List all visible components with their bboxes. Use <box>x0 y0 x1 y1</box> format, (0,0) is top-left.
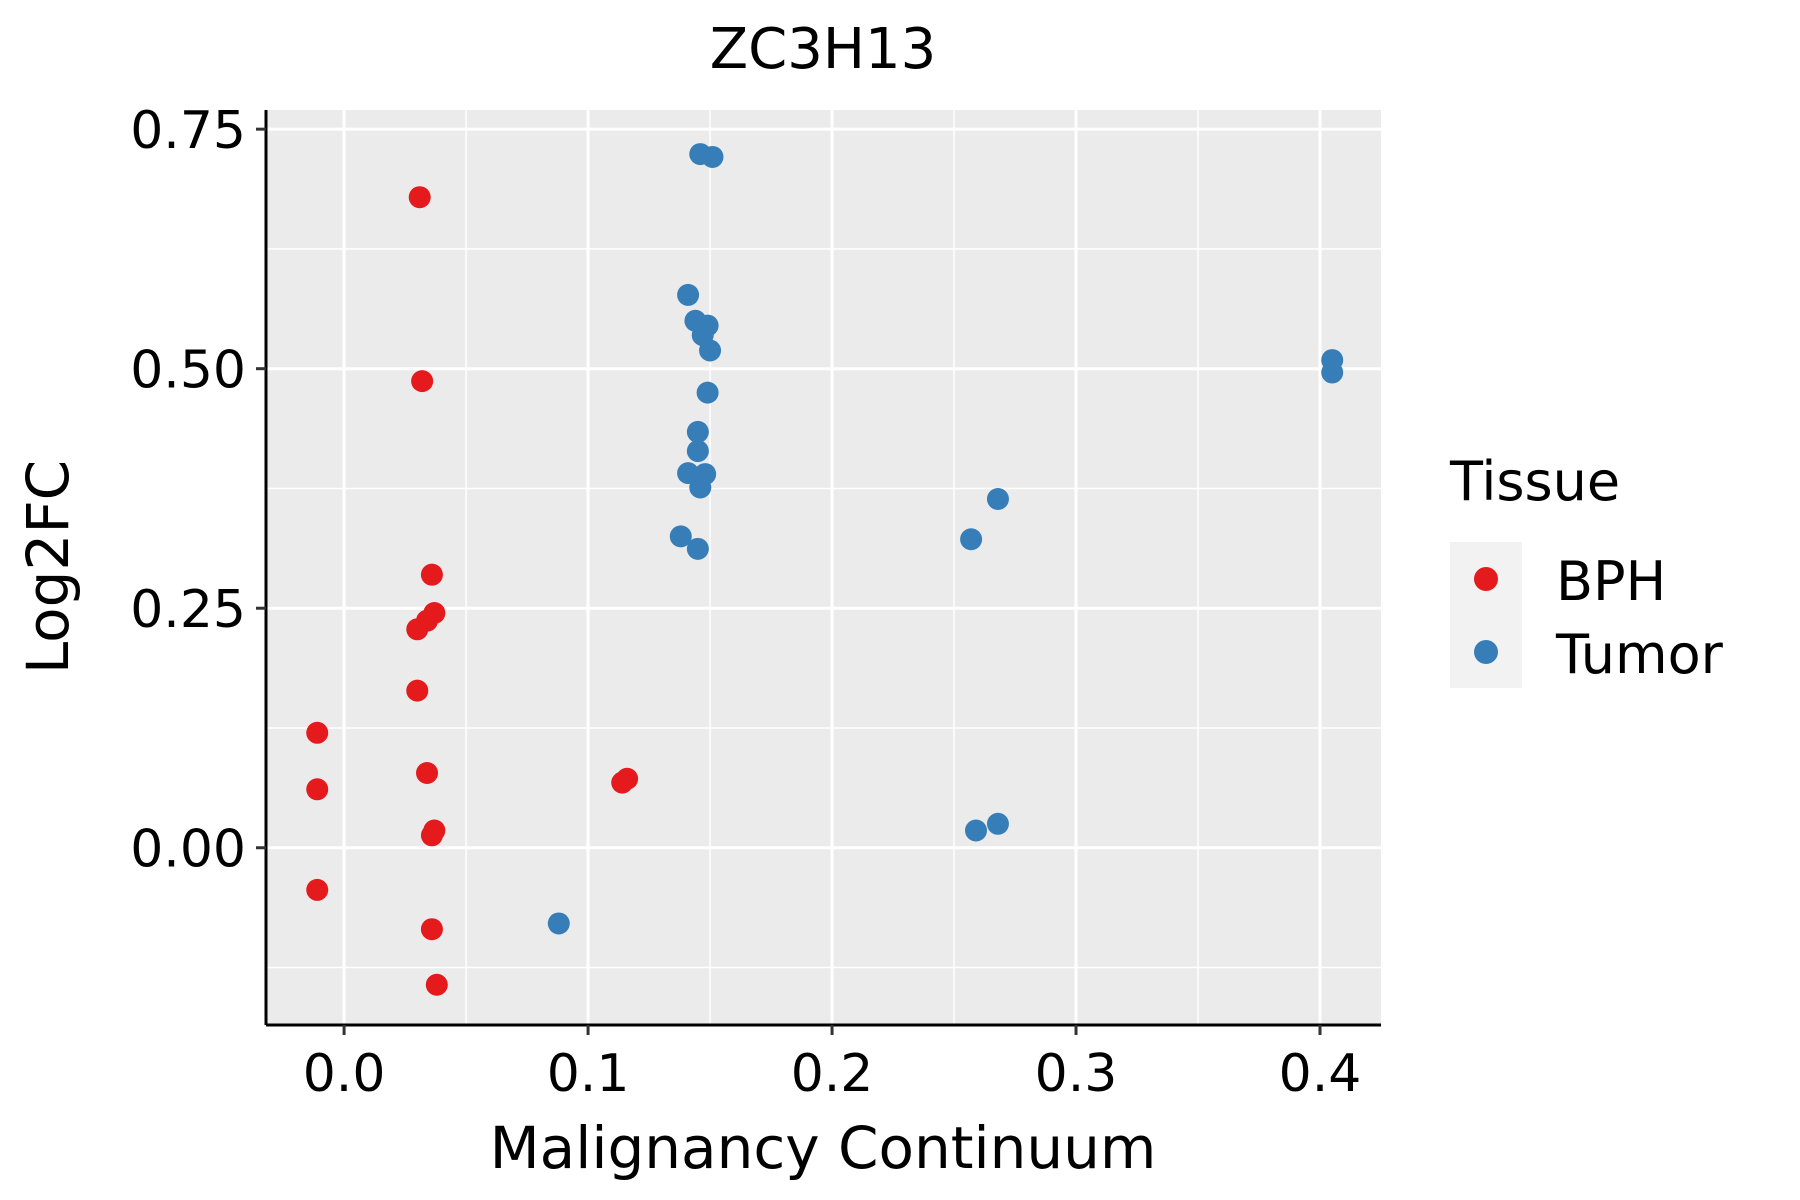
data-point-tumor <box>701 145 724 168</box>
data-points <box>306 143 1344 996</box>
data-point-tumor <box>669 525 692 548</box>
y-axis-ticks: 0.00 0.25 0.50 0.75 <box>130 101 266 880</box>
legend: Tissue BPH Tumor <box>1449 450 1724 688</box>
chart-title: ZC3H13 <box>710 17 936 82</box>
data-point-tumor <box>677 283 700 306</box>
data-point-tumor <box>960 528 983 551</box>
data-point-tumor <box>986 812 1009 835</box>
data-point-tumor <box>686 420 709 443</box>
y-tick-label: 0.50 <box>130 341 246 401</box>
data-point-tumor <box>699 339 722 362</box>
legend-label-tumor: Tumor <box>1555 623 1724 686</box>
data-point-tumor <box>686 537 709 560</box>
y-axis-title: Log2FC <box>14 460 82 674</box>
data-point-tumor <box>689 476 712 499</box>
minor-gridlines <box>266 110 1381 1025</box>
data-point-bph <box>420 563 443 586</box>
legend-key-bph <box>1474 567 1498 591</box>
y-tick-label: 0.75 <box>130 101 246 161</box>
legend-label-bph: BPH <box>1556 550 1666 613</box>
y-tick-label: 0.25 <box>130 580 246 640</box>
legend-title: Tissue <box>1449 450 1620 513</box>
legend-key-tumor <box>1474 640 1498 664</box>
legend-key-background <box>1450 542 1522 688</box>
x-tick-label: 0.4 <box>1279 1044 1362 1104</box>
major-gridlines <box>266 110 1381 1025</box>
data-point-tumor <box>1321 361 1344 384</box>
x-tick-label: 0.0 <box>303 1044 386 1104</box>
data-point-bph <box>408 186 431 209</box>
x-tick-label: 0.1 <box>547 1044 630 1104</box>
y-tick-label: 0.00 <box>130 820 246 880</box>
data-point-bph <box>425 973 448 996</box>
data-point-bph <box>420 824 443 847</box>
data-point-tumor <box>686 440 709 463</box>
x-tick-label: 0.3 <box>1035 1044 1118 1104</box>
data-point-tumor <box>547 912 570 935</box>
data-point-tumor <box>986 487 1009 510</box>
data-point-bph <box>411 370 434 393</box>
x-axis-ticks: 0.0 0.1 0.2 0.3 0.4 <box>303 1025 1362 1104</box>
data-point-tumor <box>677 462 700 485</box>
data-point-bph <box>416 762 439 785</box>
data-point-bph <box>420 918 443 941</box>
data-point-bph <box>306 878 329 901</box>
data-point-tumor <box>696 381 719 404</box>
data-point-bph <box>406 618 429 641</box>
data-point-bph <box>406 679 429 702</box>
data-point-tumor <box>964 819 987 842</box>
data-point-bph <box>616 767 639 790</box>
plot-panel-background <box>266 110 1381 1025</box>
x-tick-label: 0.2 <box>791 1044 874 1104</box>
x-axis-title: Malignancy Continuum <box>490 1114 1157 1182</box>
data-point-bph <box>306 778 329 801</box>
data-point-bph <box>306 721 329 744</box>
